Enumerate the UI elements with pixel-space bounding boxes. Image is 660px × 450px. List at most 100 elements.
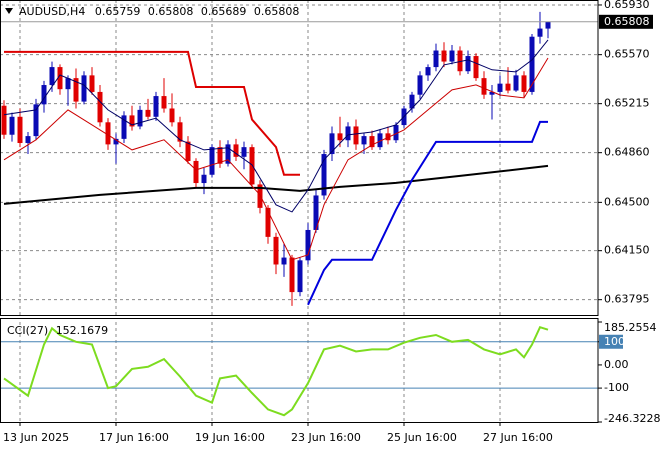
candle-body xyxy=(265,207,271,237)
indicator-line xyxy=(3,164,549,205)
candle-body xyxy=(233,144,239,157)
candle-body xyxy=(217,147,223,164)
y-tick-label: 0.65570 xyxy=(604,48,650,61)
candle-body xyxy=(353,126,359,145)
candle-body xyxy=(281,257,287,265)
candle-body xyxy=(153,96,159,117)
candle-body xyxy=(313,195,319,230)
indicator-line xyxy=(3,39,549,213)
candle-body xyxy=(169,108,175,123)
candle-body xyxy=(529,36,535,92)
y-tick-label: 185.2554 xyxy=(604,321,657,334)
candle-body xyxy=(33,104,39,137)
candle-body xyxy=(97,91,103,123)
candle-body xyxy=(201,174,207,184)
candle-body xyxy=(537,28,543,37)
candle-body xyxy=(121,115,127,139)
candle-body xyxy=(57,67,63,90)
open: 0.65759 xyxy=(95,5,141,18)
cci-value: 152.1679 xyxy=(56,324,109,337)
panel-frame xyxy=(0,318,599,423)
y-tick-label: 0.65215 xyxy=(604,97,650,110)
candle-body xyxy=(65,78,71,90)
indicator-line xyxy=(4,50,300,176)
candle-body xyxy=(241,147,247,157)
x-tick-label: 17 Jun 16:00 xyxy=(99,431,169,444)
candle-body xyxy=(225,144,231,164)
price-tag xyxy=(599,14,653,29)
candle-body xyxy=(505,83,511,91)
candle-body xyxy=(377,133,383,148)
y-tick-label: 0.00 xyxy=(604,358,629,371)
candle-body xyxy=(337,133,343,141)
y-tick-label: -100 xyxy=(604,381,629,394)
candle-body xyxy=(25,136,31,144)
candle-body xyxy=(129,115,135,127)
candle-body xyxy=(193,160,199,184)
candle-body xyxy=(73,78,79,102)
candle-body xyxy=(465,56,471,72)
candle-body xyxy=(257,184,263,208)
y-tick-label: 0.63795 xyxy=(604,293,650,306)
y-tick-label: 0.64150 xyxy=(604,244,650,257)
cci-name: CCI(27) xyxy=(7,324,48,337)
candle-body xyxy=(249,147,255,185)
candle-body xyxy=(177,122,183,142)
candle-body xyxy=(41,85,47,105)
candle-body xyxy=(1,105,7,135)
candle-body xyxy=(441,50,447,62)
candle-body xyxy=(185,141,191,161)
candle-body xyxy=(145,109,151,117)
candle-body xyxy=(449,50,455,62)
candle-body xyxy=(321,154,327,196)
candle-body xyxy=(297,260,303,293)
x-tick-label: 27 Jun 16:00 xyxy=(483,431,553,444)
low: 0.65689 xyxy=(201,5,247,18)
candle-body xyxy=(289,257,295,293)
candle-body xyxy=(113,138,119,145)
cci-label: CCI(27) 152.1679 xyxy=(7,324,108,337)
candle-body xyxy=(521,75,527,92)
candle-body xyxy=(17,116,23,144)
candle-body xyxy=(361,136,367,145)
panel-frame xyxy=(0,0,599,316)
candle-body xyxy=(425,67,431,76)
high: 0.65808 xyxy=(148,5,194,18)
candle-body xyxy=(385,133,391,141)
candle-body xyxy=(433,50,439,68)
candle-body xyxy=(473,56,479,79)
candle-body xyxy=(409,94,415,109)
x-tick-label: 23 Jun 16:00 xyxy=(291,431,361,444)
candle-body xyxy=(393,125,399,141)
indicator-line xyxy=(3,57,549,261)
candle-body xyxy=(497,83,503,92)
candle-body xyxy=(417,75,423,95)
candle-body xyxy=(489,91,495,95)
candle-body xyxy=(369,136,375,148)
x-tick-label: 13 Jun 2025 xyxy=(3,431,69,444)
candle-body xyxy=(457,50,463,72)
candle-body xyxy=(209,147,215,175)
y-tick-label: 0.64860 xyxy=(604,146,650,159)
level-tag xyxy=(599,334,623,349)
candle-body xyxy=(273,236,279,265)
x-tick-label: 19 Jun 16:00 xyxy=(195,431,265,444)
candle-body xyxy=(305,229,311,261)
close: 0.65808 xyxy=(254,5,300,18)
candle-body xyxy=(329,133,335,155)
candle-body xyxy=(9,116,15,135)
price-tag-label: 0.65808 xyxy=(604,15,650,28)
header: AUDUSD,H4 0.65759 0.65808 0.65689 0.6580… xyxy=(19,5,299,18)
candle-body xyxy=(161,96,167,109)
candle-body xyxy=(89,75,95,92)
candle-body xyxy=(345,126,351,141)
y-tick-label: 0.64500 xyxy=(604,195,650,208)
candle-body xyxy=(481,78,487,95)
candle-body xyxy=(81,75,87,102)
symbol: AUDUSD,H4 xyxy=(19,5,85,18)
candle-body xyxy=(49,67,55,86)
y-tick-label: 0.65930 xyxy=(604,0,650,11)
candle-body xyxy=(513,75,519,91)
